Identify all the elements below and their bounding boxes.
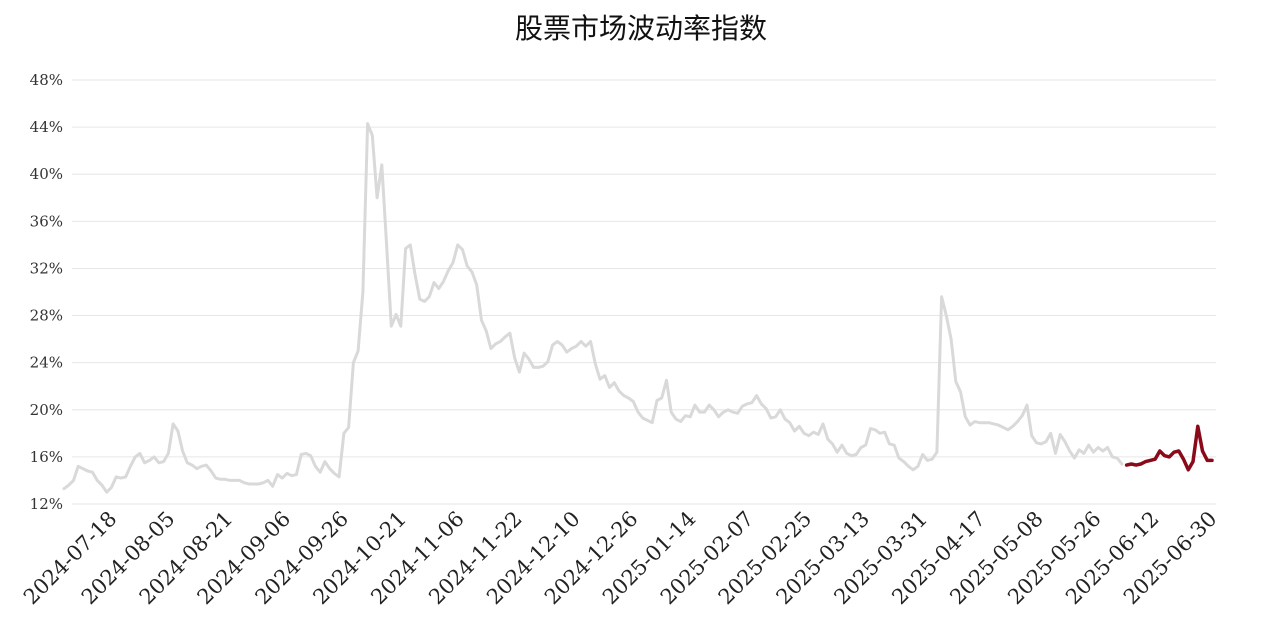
- grid: [72, 79, 1216, 505]
- y-tick-label: 32%: [30, 259, 63, 277]
- y-axis: 12% 16% 20% 24% 28% 32% 36% 40% 44% 48%: [30, 71, 63, 513]
- y-tick-label: 36%: [30, 212, 63, 230]
- y-tick-label: 16%: [30, 448, 63, 466]
- plot-lines: [62, 122, 1214, 494]
- y-tick-label: 28%: [30, 307, 63, 325]
- history-series-line: [62, 122, 1124, 494]
- x-axis: 2024-07-182024-08-052024-08-212024-09-06…: [19, 507, 1222, 610]
- y-tick-label: 48%: [30, 71, 63, 89]
- y-tick-label: 20%: [30, 401, 63, 419]
- recent-series-line: [1124, 424, 1214, 472]
- y-tick-label: 24%: [30, 354, 63, 372]
- y-tick-label: 12%: [30, 495, 63, 513]
- y-tick-label: 44%: [30, 118, 63, 136]
- y-tick-label: 40%: [30, 165, 63, 183]
- chart-title: 股票市场波动率指数: [515, 12, 767, 45]
